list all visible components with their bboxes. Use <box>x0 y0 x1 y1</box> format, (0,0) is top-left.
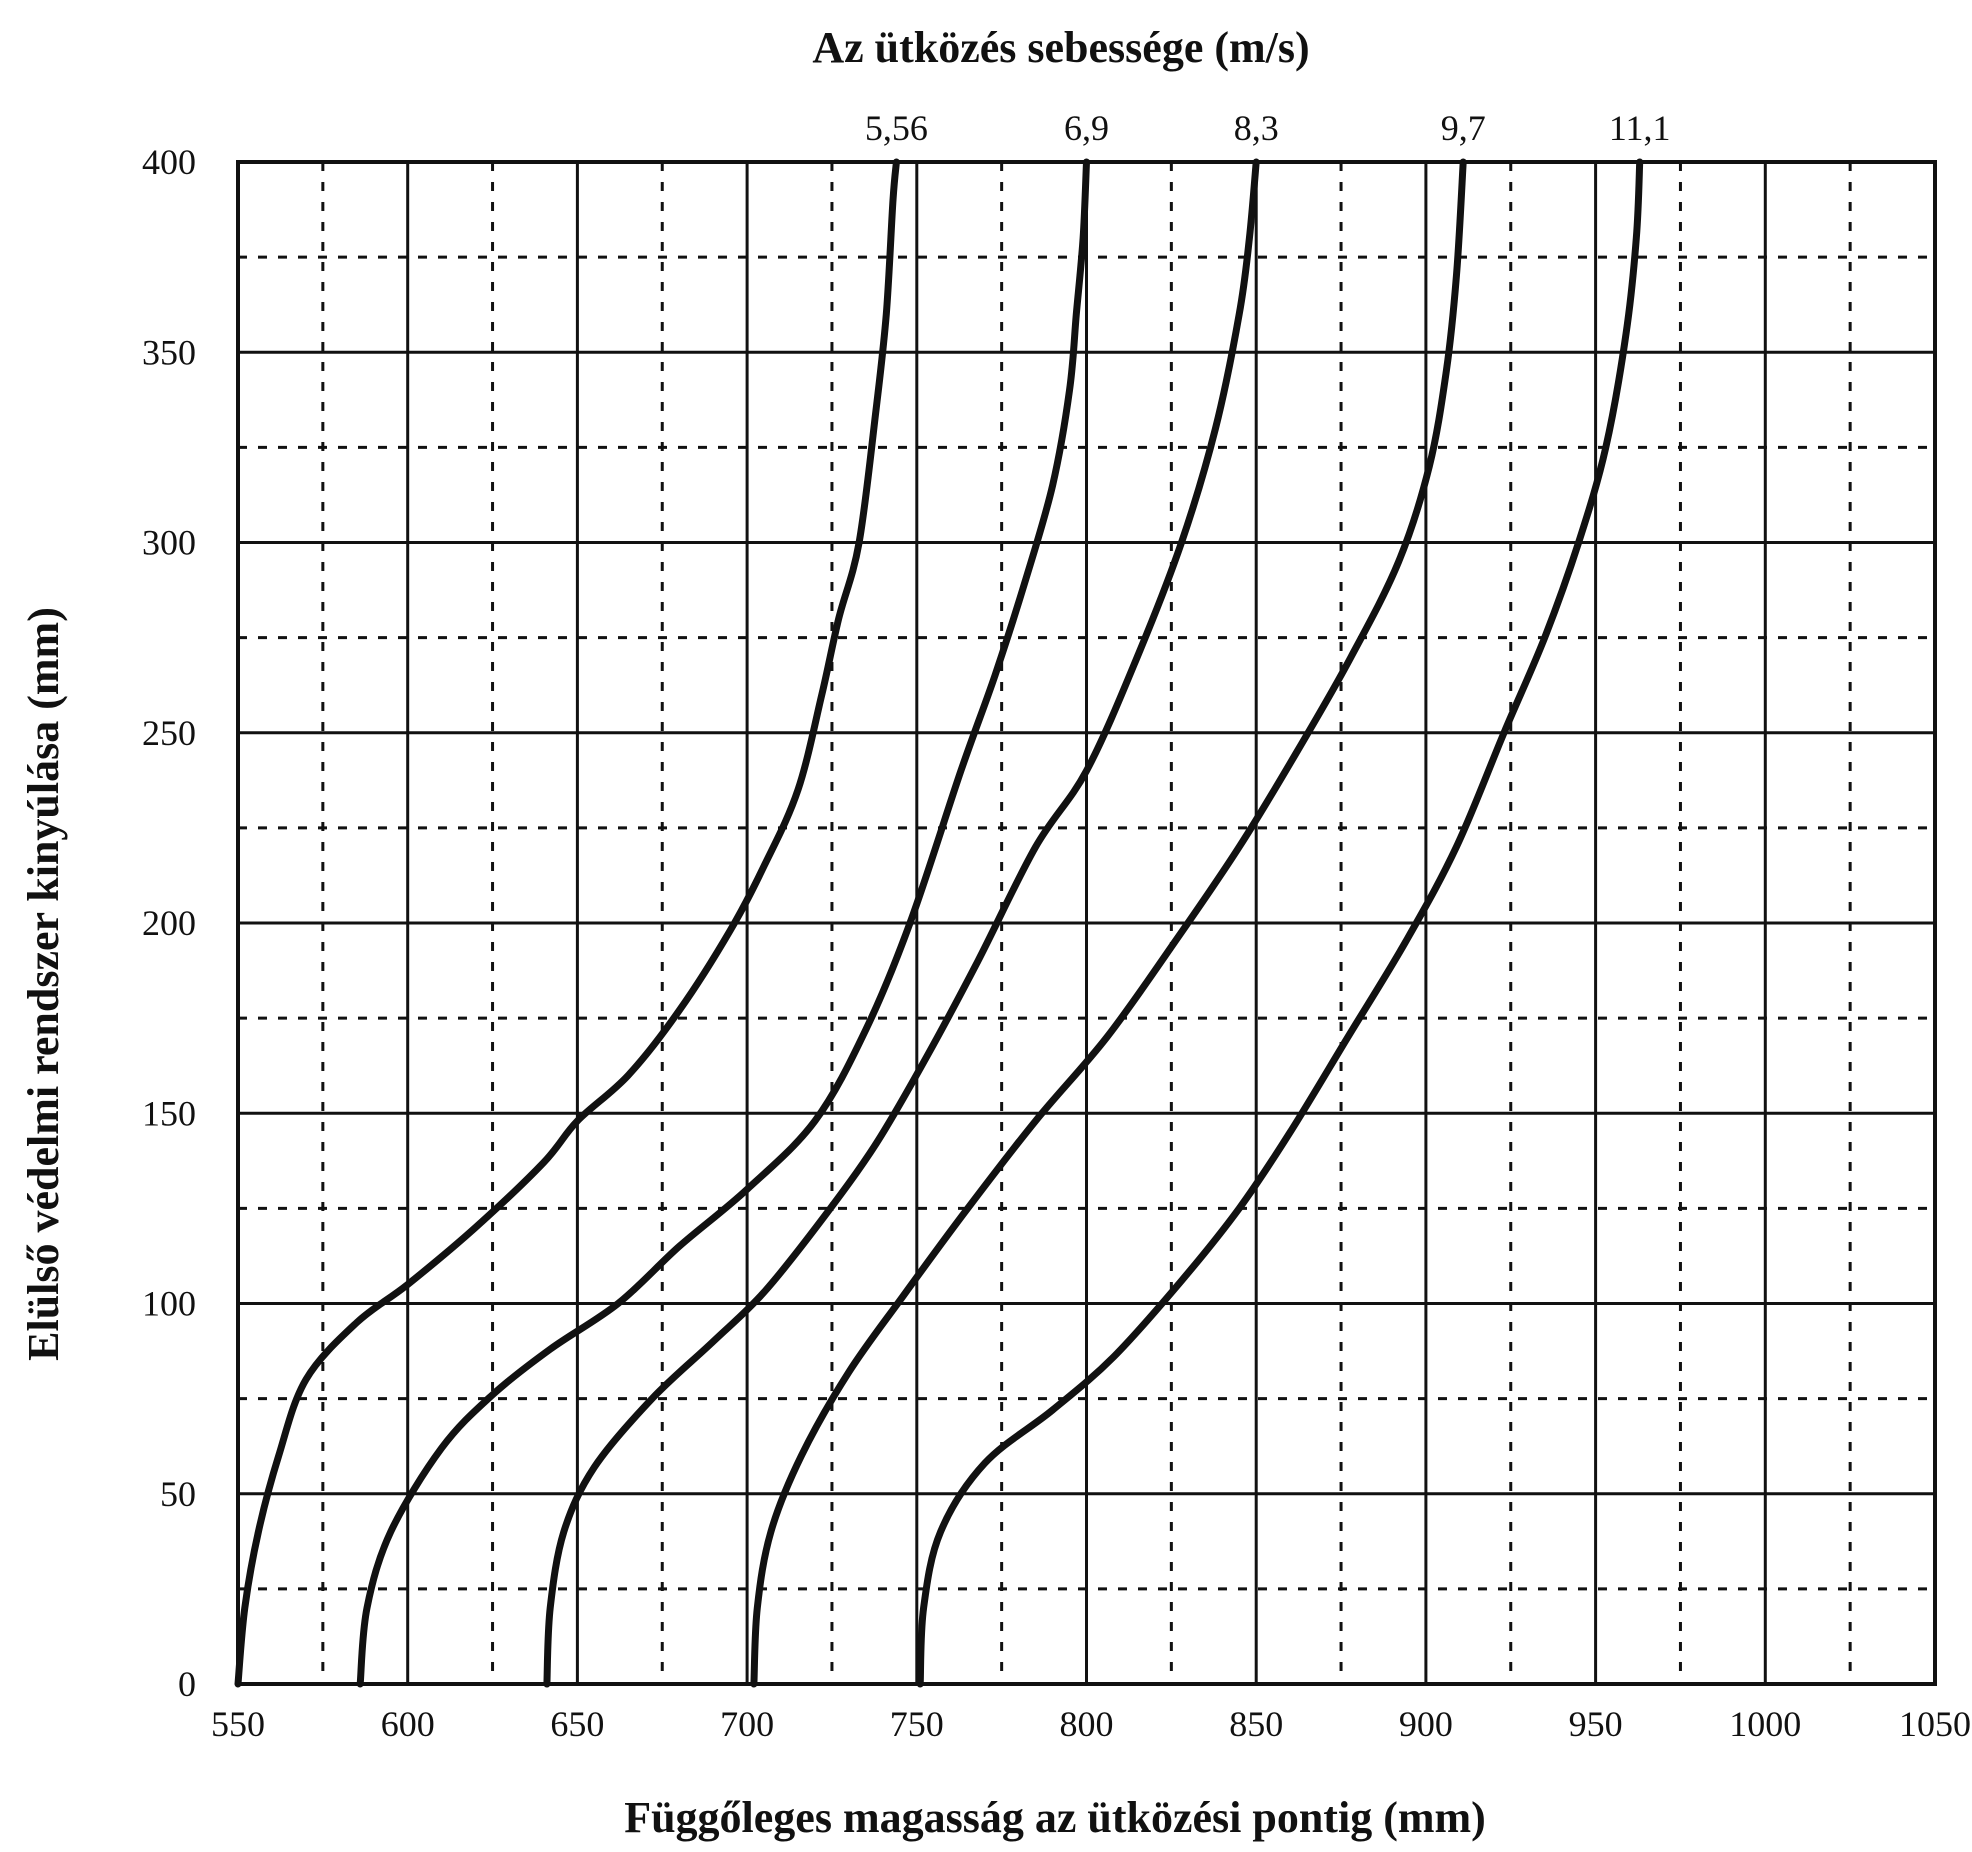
y-tick-label: 400 <box>142 142 196 182</box>
speed-curve <box>543 158 1260 1688</box>
y-tick-label: 50 <box>160 1474 196 1514</box>
x-axis-tick-labels: 550 600 650 700 750 800 850 900 950 1000 1050 <box>211 1704 1971 1744</box>
y-tick-label: 300 <box>142 523 196 563</box>
x-axis-title: Függőleges magasság az ütközési pontig (… <box>624 1793 1486 1842</box>
y-axis-title: Elülső védelmi rendszer kinyúlása (mm) <box>19 607 68 1361</box>
x-tick-label: 850 <box>1229 1704 1283 1744</box>
y-tick-label: 150 <box>142 1093 196 1133</box>
x-tick-label: 950 <box>1569 1704 1623 1744</box>
plot-frame <box>236 160 1937 1686</box>
x-tick-label: 1050 <box>1899 1704 1971 1744</box>
speed-label: 5,56 <box>865 108 928 148</box>
speed-curve <box>916 158 1644 1688</box>
speed-curve <box>356 158 1090 1688</box>
speed-label: 6,9 <box>1064 108 1109 148</box>
speed-curves <box>234 158 1644 1688</box>
y-tick-label: 100 <box>142 1284 196 1324</box>
chart-title: Az ütközés sebessége (m/s) <box>812 23 1309 72</box>
x-tick-label: 600 <box>381 1704 435 1744</box>
y-tick-label: 200 <box>142 903 196 943</box>
speed-labels: 5,56 6,9 8,3 9,7 11,1 <box>865 108 1671 148</box>
y-tick-label: 0 <box>178 1664 196 1704</box>
y-tick-label: 250 <box>142 713 196 753</box>
x-tick-label: 550 <box>211 1704 265 1744</box>
y-tick-label: 350 <box>142 332 196 372</box>
x-tick-label: 900 <box>1399 1704 1453 1744</box>
x-tick-label: 700 <box>720 1704 774 1744</box>
x-tick-label: 800 <box>1060 1704 1114 1744</box>
x-tick-label: 1000 <box>1729 1704 1801 1744</box>
speed-label: 8,3 <box>1234 108 1279 148</box>
y-axis-tick-labels: 0 50 100 150 200 250 300 350 400 <box>142 142 196 1704</box>
grid <box>238 162 1935 1684</box>
x-tick-label: 650 <box>550 1704 604 1744</box>
speed-label: 9,7 <box>1441 108 1486 148</box>
speed-curve <box>234 158 900 1688</box>
speed-label: 11,1 <box>1609 108 1671 148</box>
x-tick-label: 750 <box>890 1704 944 1744</box>
speed-curve <box>750 158 1467 1688</box>
